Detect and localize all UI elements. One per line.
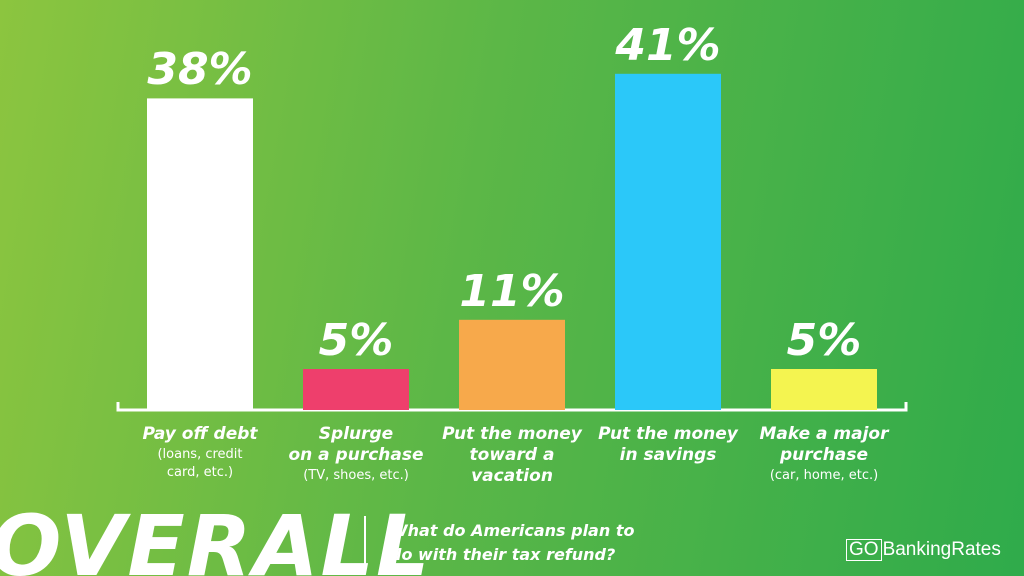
category-label: Pay off debt: [142, 424, 258, 444]
category-note: (loans, credit card, etc.): [157, 447, 243, 480]
logo-mark: GO: [846, 539, 882, 561]
bar: [615, 73, 721, 411]
category-group: Put the money toward a vacation: [434, 424, 590, 487]
category-label: Splurge on a purchase: [288, 424, 424, 465]
category-label: Put the money toward a vacation: [442, 424, 582, 486]
category-group: Pay off debt (loans, credit card, etc.): [122, 424, 278, 482]
category-group: Put the money in savings: [590, 424, 746, 466]
category-label: Put the money in savings: [598, 424, 738, 465]
divider: [364, 516, 366, 570]
category-group: Make a major purchase (car, home, etc.): [746, 424, 902, 485]
value-label: 11%: [459, 265, 565, 317]
bar: [147, 98, 253, 411]
value-label: 5%: [786, 315, 862, 366]
category-note: (TV, shoes, etc.): [303, 468, 409, 483]
category-note: (car, home, etc.): [769, 468, 879, 483]
bar: [771, 369, 877, 410]
logo-name: BankingRates: [882, 539, 1001, 560]
category-label: Make a major purchase: [759, 424, 889, 465]
value-label: 38%: [147, 44, 253, 96]
value-label: 41%: [615, 19, 721, 71]
bar: [303, 369, 409, 410]
chart-title: OVERALL: [0, 497, 432, 576]
value-label: 5%: [318, 315, 394, 366]
logo: GO BankingRates: [846, 538, 1001, 562]
category-group: Splurge on a purchase (TV, shoes, etc.): [278, 424, 434, 485]
chart-subtitle: What do Americans plan to do with their …: [390, 521, 635, 564]
bar: [459, 319, 565, 410]
